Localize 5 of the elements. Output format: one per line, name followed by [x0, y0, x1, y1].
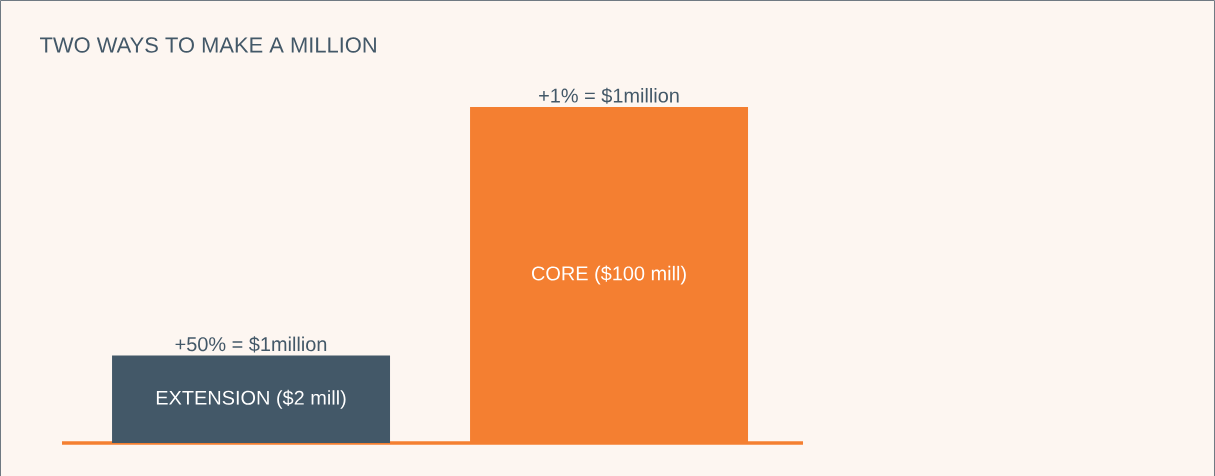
- x-tick-label: CORE ($100 mill): [531, 265, 686, 285]
- annotation: +1% = $1million: [539, 87, 679, 104]
- chart-title: TWO WAYS TO MAKE A MILLION: [40, 37, 376, 53]
- annotation: +50% = $1million: [175, 336, 327, 353]
- x-tick-label: EXTENSION ($2 mill): [156, 389, 346, 409]
